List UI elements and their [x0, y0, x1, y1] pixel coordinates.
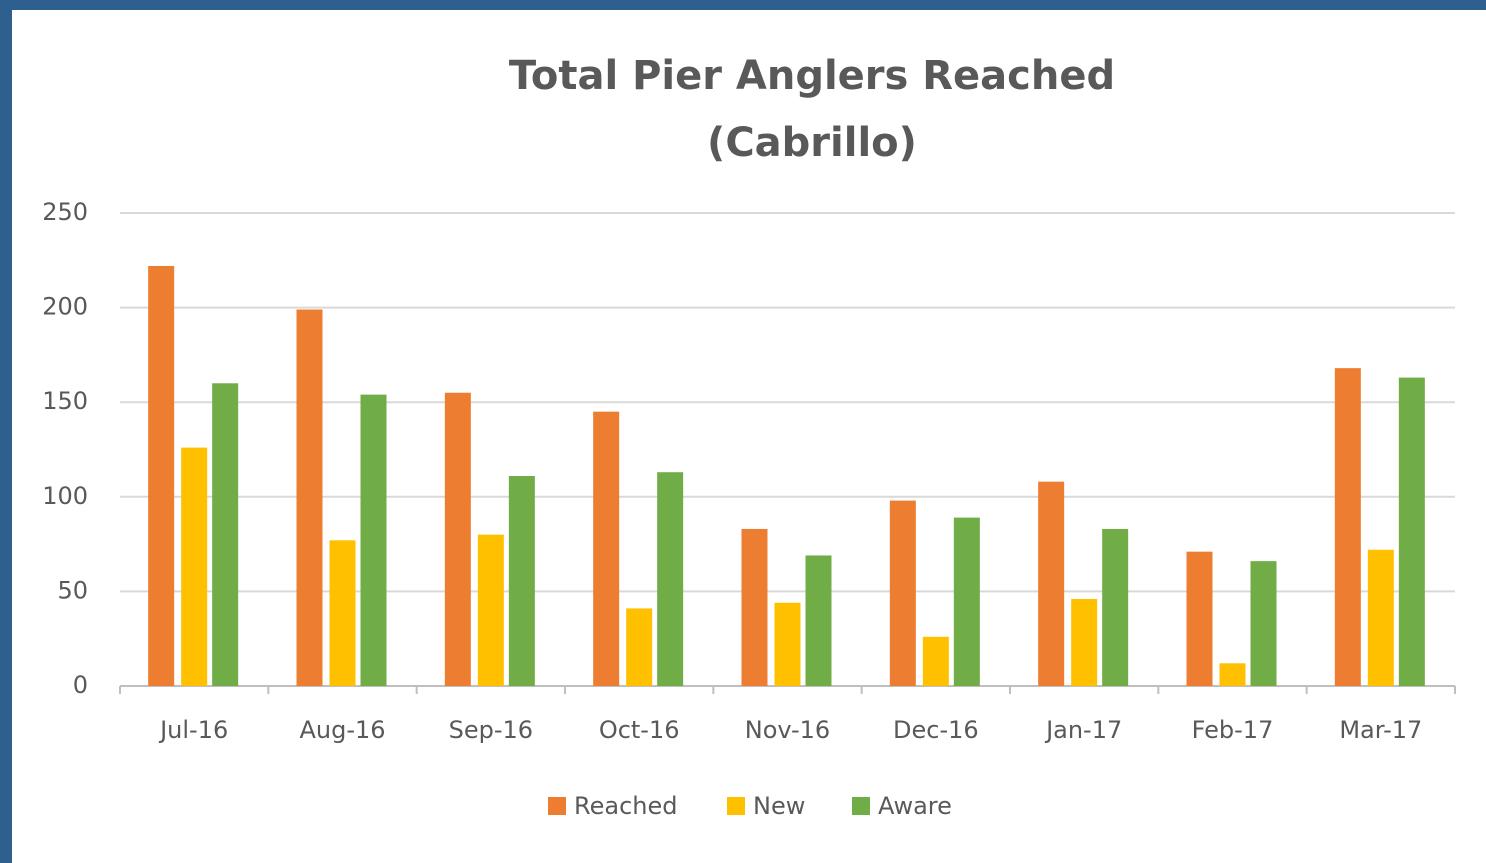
bar — [626, 608, 653, 686]
bar — [181, 447, 208, 686]
bar — [1186, 551, 1213, 686]
x-tick-label: Nov-16 — [745, 716, 830, 744]
x-tick-label: Aug-16 — [299, 716, 385, 744]
legend-swatch — [548, 797, 566, 815]
bar — [889, 500, 916, 686]
chart-title: (Cabrillo) — [707, 120, 917, 166]
legend-swatch — [727, 797, 745, 815]
legend-label: Aware — [878, 792, 952, 820]
bar — [953, 517, 980, 686]
chart-area — [12, 10, 1486, 863]
y-tick-label: 0 — [73, 671, 88, 699]
x-tick-label: Jul-16 — [158, 716, 228, 744]
bar — [148, 265, 175, 686]
chart-title: Total Pier Anglers Reached — [509, 53, 1115, 99]
bar — [444, 392, 471, 686]
bar — [1038, 481, 1065, 686]
legend-swatch — [852, 797, 870, 815]
x-tick-label: Dec-16 — [893, 716, 979, 744]
bar — [360, 394, 387, 686]
bar — [1102, 528, 1129, 686]
legend-label: New — [753, 792, 805, 820]
bar — [1071, 598, 1098, 686]
bar — [774, 602, 801, 686]
bar — [1334, 368, 1361, 686]
bar — [922, 636, 949, 686]
x-tick-label: Oct-16 — [599, 716, 680, 744]
bar — [741, 528, 768, 686]
y-tick-label: 100 — [42, 482, 88, 510]
bar — [1219, 663, 1246, 686]
y-tick-label: 200 — [42, 293, 88, 321]
bar — [329, 540, 356, 686]
y-tick-label: 50 — [57, 576, 88, 604]
bar — [657, 472, 684, 686]
y-tick-label: 150 — [42, 387, 88, 415]
bar — [296, 309, 323, 686]
y-tick-label: 250 — [42, 198, 88, 226]
x-tick-label: Jan-17 — [1044, 716, 1122, 744]
bar — [593, 411, 620, 686]
x-tick-label: Sep-16 — [449, 716, 533, 744]
x-tick-label: Mar-17 — [1339, 716, 1422, 744]
bar — [477, 534, 504, 686]
bar — [1250, 561, 1277, 686]
bar — [1398, 377, 1425, 686]
x-tick-label: Feb-17 — [1192, 716, 1274, 744]
bar — [212, 383, 239, 686]
bar — [805, 555, 832, 686]
legend-label: Reached — [574, 792, 677, 820]
bar — [508, 475, 535, 686]
bar — [1367, 549, 1394, 686]
